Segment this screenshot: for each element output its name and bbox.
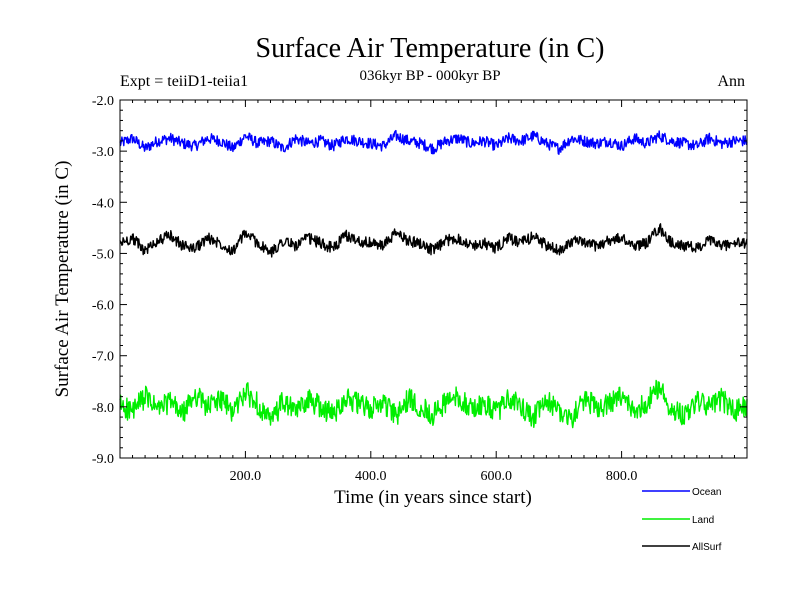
y-tick-label: -7.0 bbox=[92, 350, 114, 365]
x-axis-label: Time (in years since start) bbox=[334, 487, 532, 508]
legend-label-land: Land bbox=[692, 515, 714, 526]
series-line-allsurf bbox=[119, 223, 748, 258]
y-tick-label: -4.0 bbox=[92, 196, 114, 211]
ticks-layer: 200.0 400.0 600.0 800.0 -2.0 -3.0 -4.0 -5.0 -6.0… bbox=[92, 94, 747, 484]
x-tick-label: 400.0 bbox=[355, 469, 387, 484]
legend-label-allsurf: AllSurf bbox=[692, 542, 722, 553]
series-line-land bbox=[119, 379, 748, 429]
series-line-ocean bbox=[119, 129, 748, 155]
chart-subtitle: 036kyr BP - 000kyr BP bbox=[359, 68, 500, 84]
y-tick-label: -3.0 bbox=[92, 145, 114, 160]
x-tick-label: 200.0 bbox=[230, 469, 262, 484]
y-tick-label: -9.0 bbox=[92, 452, 114, 467]
series-layer bbox=[119, 129, 748, 429]
y-tick-label: -2.0 bbox=[92, 94, 114, 109]
y-tick-label: -8.0 bbox=[92, 401, 114, 416]
y-axis-label: Surface Air Temperature (in C) bbox=[52, 161, 73, 398]
x-tick-label: 600.0 bbox=[480, 469, 512, 484]
legend: Ocean Land AllSurf bbox=[642, 487, 722, 553]
y-tick-label: -6.0 bbox=[92, 299, 114, 314]
x-tick-label: 800.0 bbox=[606, 469, 638, 484]
legend-label-ocean: Ocean bbox=[692, 487, 721, 498]
chart-title: Surface Air Temperature (in C) bbox=[256, 33, 605, 64]
experiment-label: Expt = teiiD1-teiia1 bbox=[120, 73, 248, 90]
y-tick-label: -5.0 bbox=[92, 247, 114, 262]
season-label: Ann bbox=[717, 73, 745, 90]
